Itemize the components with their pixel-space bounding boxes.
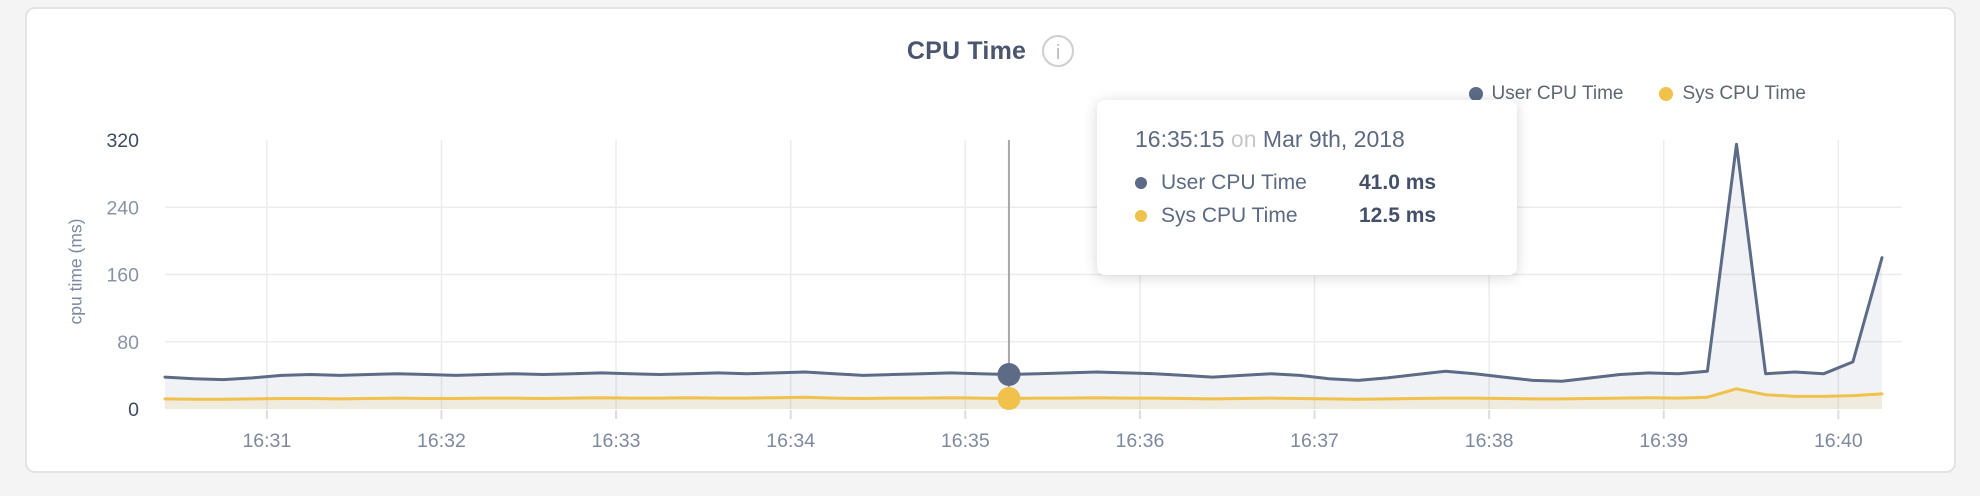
x-axis-label: 16:40 [1814, 430, 1863, 452]
x-axis-label: 16:32 [417, 430, 466, 452]
x-axis-label: 16:37 [1290, 430, 1339, 452]
y-axis-label: 0 [128, 399, 139, 421]
legend-item-user[interactable]: User CPU Time [1468, 83, 1624, 105]
tooltip-row-sys: Sys CPU Time 12.5 ms [1135, 199, 1493, 232]
x-axis-label: 16:31 [242, 430, 291, 452]
legend-item-sys[interactable]: Sys CPU Time [1659, 83, 1806, 105]
user-cpu-area [165, 144, 1882, 409]
user-cpu-line [163, 142, 1884, 383]
y-axis-label: 240 [106, 197, 139, 219]
tooltip-dot-sys-icon [1135, 209, 1147, 222]
tooltip-conjunction: on [1230, 126, 1257, 152]
x-axis-label: 16:36 [1116, 430, 1165, 452]
tooltip-time: 16:35:15 [1135, 126, 1225, 152]
tooltip-dot-user-icon [1135, 176, 1147, 189]
tooltip-date: Mar 9th, 2018 [1262, 126, 1405, 152]
x-axis-label: 16:33 [592, 430, 641, 452]
y-axis-label: 80 [117, 332, 139, 354]
tooltip-value-sys: 12.5 ms [1359, 203, 1437, 227]
tooltip-label-user: User CPU Time [1161, 170, 1307, 194]
legend-label-sys: Sys CPU Time [1682, 83, 1806, 104]
cpu-time-chart[interactable]: 16:31 16:32 16:33 16:34 16:35 16:36 16:37 16:38… [27, 9, 1958, 475]
cpu-time-card: CPU Time i User CPU Time Sys CPU Time 16… [25, 7, 1956, 473]
tooltip-label-sys: Sys CPU Time [1161, 203, 1298, 227]
highlight-point-sys[interactable] [997, 386, 1021, 410]
chart-header: CPU Time i [27, 35, 1954, 67]
legend-dot-sys-icon [1659, 87, 1674, 101]
legend-label-user: User CPU Time [1491, 83, 1624, 104]
x-axis-label: 16:39 [1639, 430, 1688, 452]
x-axis-label: 16:35 [941, 430, 990, 452]
tooltip-title: 16:35:15 on Mar 9th, 2018 [1135, 126, 1493, 153]
legend-dot-user-icon [1468, 87, 1483, 101]
x-axis-label: 16:38 [1465, 430, 1514, 452]
highlight-point-user[interactable] [997, 363, 1021, 387]
y-axis-label: 160 [106, 265, 139, 287]
y-axis-label: 320 [106, 130, 139, 152]
sys-cpu-line [163, 387, 1884, 401]
chart-title: CPU Time [906, 36, 1027, 65]
y-axis-title: cpu time (ms) [65, 218, 86, 325]
tooltip-value-user: 41.0 ms [1359, 170, 1437, 194]
chart-tooltip: 16:35:15 on Mar 9th, 2018 User CPU Time … [1097, 100, 1517, 275]
legend: User CPU Time Sys CPU Time [1468, 83, 1806, 105]
x-axis-label: 16:34 [766, 430, 815, 452]
info-icon[interactable]: i [1042, 35, 1075, 67]
tooltip-row-user: User CPU Time 41.0 ms [1135, 166, 1493, 199]
